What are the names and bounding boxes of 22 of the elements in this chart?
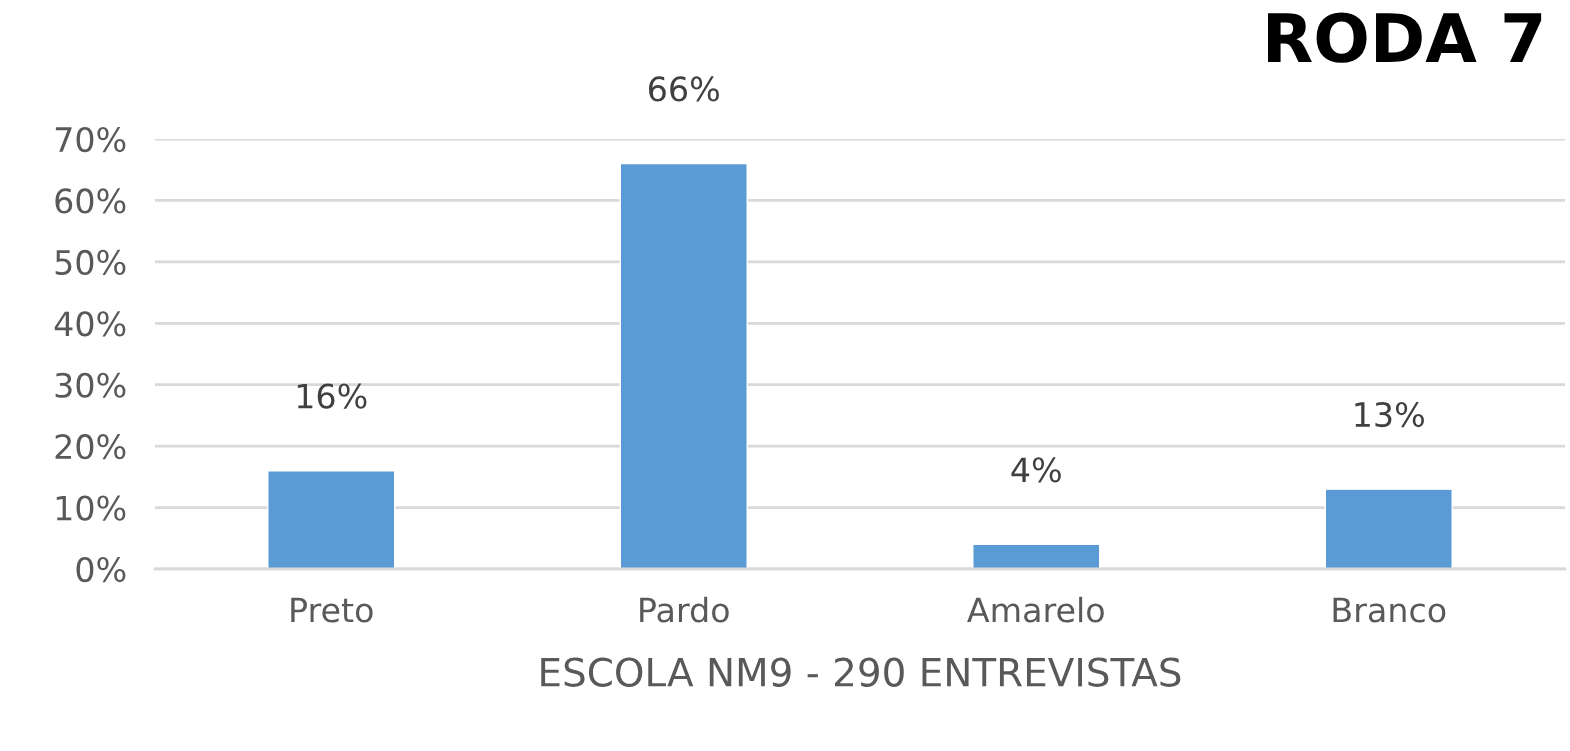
bar — [619, 162, 748, 569]
data-label: 16% — [297, 383, 367, 409]
y-tick-label: 40% — [54, 311, 126, 337]
x-tick-label: Preto — [291, 597, 373, 623]
y-tick-label: 30% — [55, 372, 126, 398]
y-tick-label: 70% — [55, 126, 126, 153]
data-label: 4% — [1011, 457, 1061, 483]
y-tick-label: 0% — [76, 556, 126, 583]
y-tick-label: 10% — [56, 495, 126, 521]
bar — [1324, 488, 1453, 569]
bar — [267, 470, 396, 569]
data-label: 66% — [649, 76, 719, 102]
x-tick-label: Amarelo — [967, 596, 1104, 623]
y-tick-label: 60% — [55, 188, 126, 214]
y-tick-label: 20% — [55, 434, 126, 460]
x-axis-title: ESCOLA NM9 - 290 ENTREVISTAS — [541, 657, 1181, 687]
x-tick-label: Pardo — [640, 596, 729, 623]
y-tick-label: 50% — [55, 249, 126, 275]
x-tick-label: Branco — [1333, 597, 1446, 623]
data-label: 13% — [1355, 401, 1424, 428]
chart-title: RODA 7 — [1268, 12, 1542, 63]
bar — [972, 543, 1101, 569]
